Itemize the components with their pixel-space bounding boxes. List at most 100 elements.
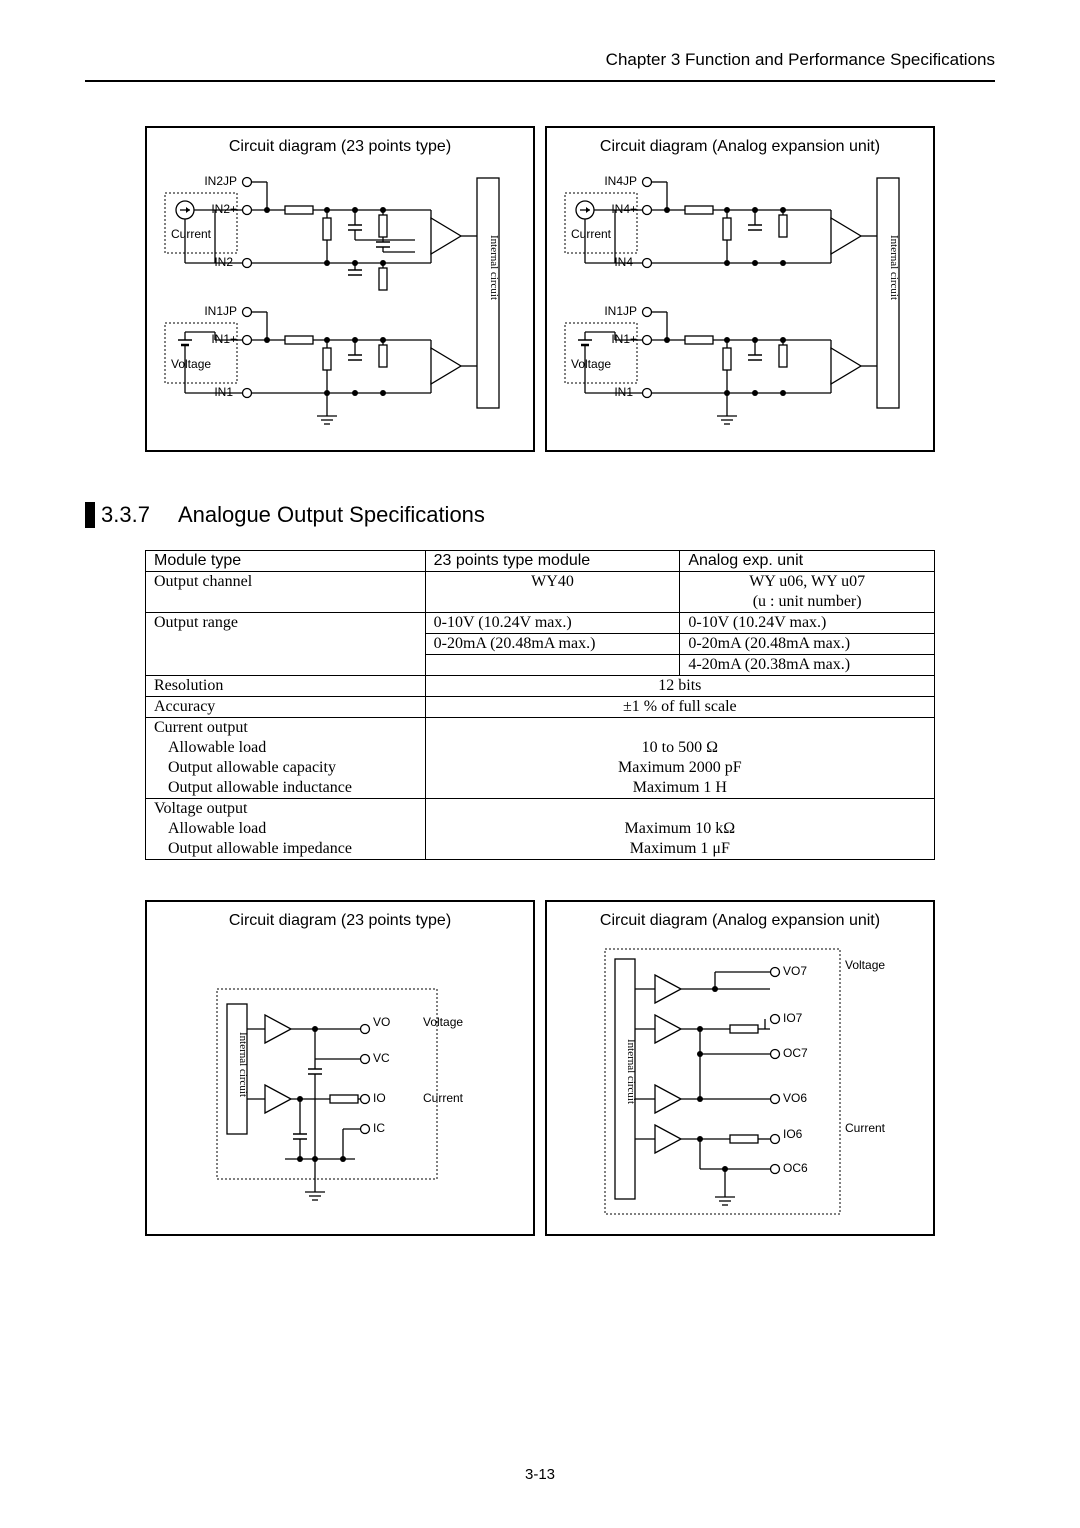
diagram-top-right: Circuit diagram (Analog expansion unit) … (545, 126, 935, 452)
cell: 4-20mA (20.38mA max.) (680, 655, 935, 676)
diagram-title: Circuit diagram (23 points type) (155, 138, 525, 156)
section-number: 3.3.7 (101, 502, 150, 528)
cell: 0-20mA (20.48mA max.) (680, 634, 935, 655)
circuit-svg: Internal circuit VO Voltage VC (155, 934, 525, 1224)
section-bar-icon (85, 502, 95, 528)
diagram-title: Circuit diagram (23 points type) (155, 912, 525, 930)
svg-text:IN1JP: IN1JP (204, 304, 237, 318)
svg-text:IN2JP: IN2JP (204, 174, 237, 188)
svg-text:VO7: VO7 (783, 964, 807, 978)
section-header: 3.3.7 Analogue Output Specifications (85, 502, 995, 528)
svg-text:IO: IO (373, 1091, 386, 1105)
input-diagram-row: Circuit diagram (23 points type) Interna… (145, 126, 935, 452)
th-col2: Analog exp. unit (680, 551, 935, 572)
cell (425, 655, 680, 676)
th-col1: 23 points type module (425, 551, 680, 572)
svg-text:Current: Current (423, 1091, 464, 1105)
svg-text:IN1+: IN1+ (211, 332, 237, 346)
circuit-svg: Internal circuit VO7 Voltage IO7 (555, 934, 925, 1224)
cell (425, 718, 934, 739)
svg-text:IN1+: IN1+ (611, 332, 637, 346)
cell: (u : unit number) (680, 592, 935, 613)
diagram-top-left: Circuit diagram (23 points type) Interna… (145, 126, 535, 452)
svg-text:IN4+: IN4+ (611, 202, 637, 216)
svg-text:OC6: OC6 (783, 1161, 808, 1175)
svg-text:VO6: VO6 (783, 1091, 807, 1105)
cell: Maximum 1 μF (425, 839, 934, 860)
table-row: Output channel WY40 WY u06, WY u07 (146, 572, 935, 593)
table-row: Current output (146, 718, 935, 739)
svg-text:VO: VO (373, 1015, 390, 1029)
cell: Maximum 1 H (425, 778, 934, 799)
cell: WY u06, WY u07 (680, 572, 935, 593)
svg-text:IO7: IO7 (783, 1011, 803, 1025)
section-title: Analogue Output Specifications (178, 502, 485, 528)
svg-text:IN2+: IN2+ (211, 202, 237, 216)
circuit-svg: Internal circuit Current IN4JP IN4+ IN4- (555, 160, 925, 440)
svg-text:Voltage: Voltage (845, 958, 885, 972)
table-row: Voltage output (146, 799, 935, 820)
cell-label: Allowable load (146, 819, 426, 839)
svg-text:Voltage: Voltage (571, 357, 611, 371)
svg-text:OC7: OC7 (783, 1046, 808, 1060)
cell: WY40 (425, 572, 680, 613)
spec-table: Module type 23 points type module Analog… (145, 550, 935, 860)
svg-text:IN1-: IN1- (614, 385, 637, 399)
svg-text:Current: Current (171, 227, 212, 241)
circuit-svg: Internal circuit Current IN2JP IN2+ IN2- (155, 160, 525, 440)
diagram-bottom-left: Circuit diagram (23 points type) Interna… (145, 900, 535, 1236)
diagram-title: Circuit diagram (Analog expansion unit) (555, 912, 925, 930)
cell-label: Output range (146, 613, 426, 676)
table-row: Output allowable impedance Maximum 1 μF (146, 839, 935, 860)
cell: ±1 % of full scale (425, 697, 934, 718)
cell-label: Accuracy (146, 697, 426, 718)
cell-label: Output channel (146, 572, 426, 613)
cell-label: Output allowable impedance (146, 839, 426, 860)
th-module-type: Module type (146, 551, 426, 572)
cell: 0-10V (10.24V max.) (680, 613, 935, 634)
svg-text:IN2-: IN2- (214, 255, 237, 269)
cell-label: Resolution (146, 676, 426, 697)
table-row: Module type 23 points type module Analog… (146, 551, 935, 572)
table-row: Output allowable inductance Maximum 1 H (146, 778, 935, 799)
svg-text:Voltage: Voltage (171, 357, 211, 371)
diagram-bottom-right: Circuit diagram (Analog expansion unit) … (545, 900, 935, 1236)
svg-text:Current: Current (571, 227, 612, 241)
diagram-title: Circuit diagram (Analog expansion unit) (555, 138, 925, 156)
svg-text:IN1-: IN1- (214, 385, 237, 399)
header-rule (85, 80, 995, 82)
cell-label: Voltage output (146, 799, 426, 820)
svg-text:IO6: IO6 (783, 1127, 803, 1141)
cell-label: Current output (146, 718, 426, 739)
table-row: Resolution 12 bits (146, 676, 935, 697)
svg-text:Internal circuit: Internal circuit (888, 235, 900, 300)
chapter-title: Chapter 3 Function and Performance Speci… (85, 50, 995, 70)
svg-text:IN4JP: IN4JP (604, 174, 637, 188)
cell: 12 bits (425, 676, 934, 697)
cell: 0-10V (10.24V max.) (425, 613, 680, 634)
cell: Maximum 10 kΩ (425, 819, 934, 839)
table-row: Allowable load 10 to 500 Ω (146, 738, 935, 758)
svg-text:Current: Current (845, 1121, 886, 1135)
svg-text:VC: VC (373, 1051, 390, 1065)
svg-text:IN1JP: IN1JP (604, 304, 637, 318)
svg-text:Internal circuit: Internal circuit (237, 1032, 249, 1097)
table-row: Accuracy ±1 % of full scale (146, 697, 935, 718)
cell-label: Allowable load (146, 738, 426, 758)
svg-text:Internal circuit: Internal circuit (488, 235, 500, 300)
cell: 10 to 500 Ω (425, 738, 934, 758)
cell: 0-20mA (20.48mA max.) (425, 634, 680, 655)
cell-label: Output allowable capacity (146, 758, 426, 778)
svg-text:Voltage: Voltage (423, 1015, 463, 1029)
table-row: Output allowable capacity Maximum 2000 p… (146, 758, 935, 778)
svg-text:IN4-: IN4- (614, 255, 637, 269)
page-number: 3-13 (0, 1466, 1080, 1483)
cell (425, 799, 934, 820)
table-row: Output range 0-10V (10.24V max.) 0-10V (… (146, 613, 935, 634)
table-row: Allowable load Maximum 10 kΩ (146, 819, 935, 839)
output-diagram-row: Circuit diagram (23 points type) Interna… (145, 900, 935, 1236)
cell-label: Output allowable inductance (146, 778, 426, 799)
cell: Maximum 2000 pF (425, 758, 934, 778)
svg-text:IC: IC (373, 1121, 385, 1135)
svg-text:Internal circuit: Internal circuit (625, 1039, 637, 1104)
